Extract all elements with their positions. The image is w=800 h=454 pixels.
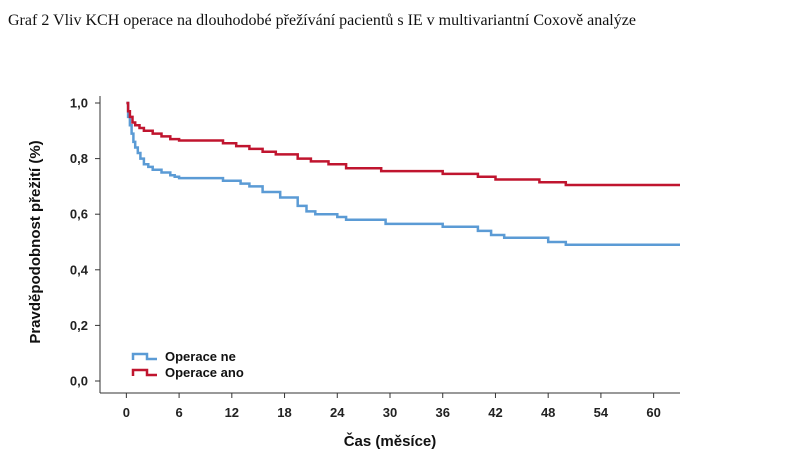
figure-caption: Graf 2 Vliv KCH operace na dlouhodobé př… bbox=[8, 12, 636, 29]
series-lines bbox=[126, 101, 680, 247]
legend-swatch bbox=[131, 368, 157, 377]
x-tick-label: 54 bbox=[594, 405, 609, 420]
y-tick-label: 0,0 bbox=[70, 374, 88, 389]
y-ticks: 0,0 0,2 0,4 0,6 0,8 1,0 bbox=[70, 96, 100, 389]
y-tick-label: 0,2 bbox=[70, 318, 88, 333]
y-tick-label: 0,6 bbox=[70, 207, 88, 222]
x-tick-label: 6 bbox=[175, 405, 182, 420]
y-axis-title: Pravděpodobnost přežití (%) bbox=[27, 140, 44, 343]
x-ticks: 0 6 12 18 24 30 36 42 48 54 60 bbox=[123, 393, 661, 420]
series-line-operace-ano bbox=[126, 101, 680, 187]
legend-label: Operace ano bbox=[165, 365, 244, 380]
x-tick-label: 12 bbox=[225, 405, 239, 420]
x-tick-label: 48 bbox=[541, 405, 555, 420]
y-tick-label: 0,8 bbox=[70, 151, 88, 166]
x-tick-label: 30 bbox=[383, 405, 397, 420]
legend-label: Operace ne bbox=[165, 349, 236, 364]
series-line-operace-ne bbox=[126, 101, 680, 247]
legend-swatch bbox=[131, 352, 157, 361]
x-axis-title: Čas (měsíce) bbox=[344, 432, 437, 450]
x-tick-label: 42 bbox=[488, 405, 502, 420]
x-tick-label: 18 bbox=[277, 405, 291, 420]
x-tick-label: 60 bbox=[646, 405, 660, 420]
x-tick-label: 24 bbox=[330, 405, 345, 420]
x-tick-label: 36 bbox=[435, 405, 449, 420]
y-tick-label: 1,0 bbox=[70, 96, 88, 111]
x-tick-label: 0 bbox=[123, 405, 130, 420]
y-tick-label: 0,4 bbox=[70, 262, 89, 277]
